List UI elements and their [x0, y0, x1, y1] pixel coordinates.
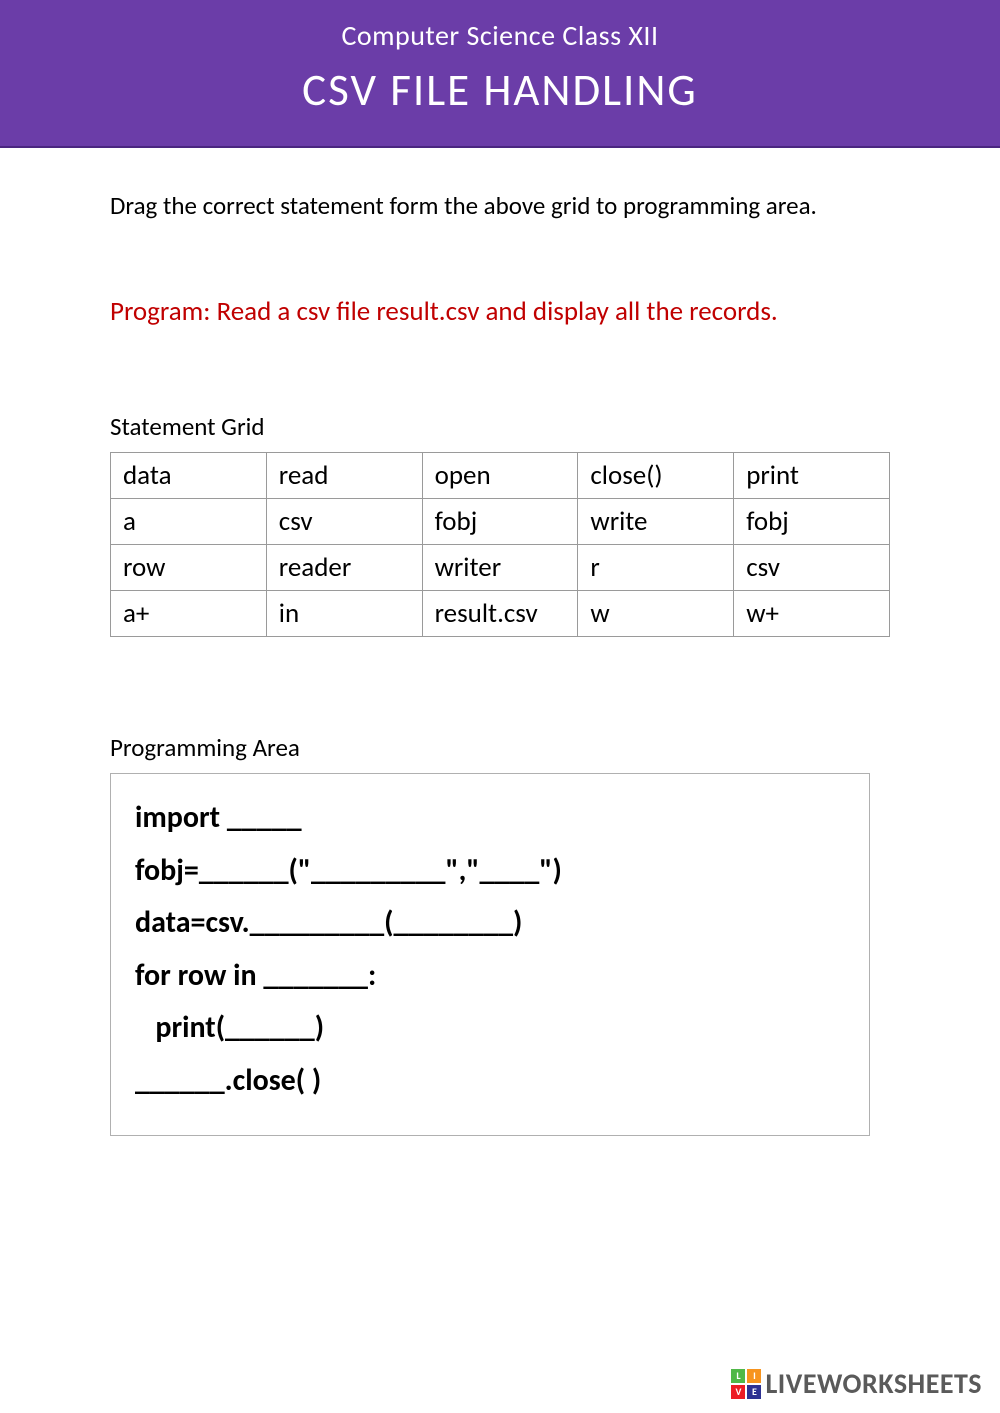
grid-cell[interactable]: fobj [734, 499, 890, 545]
grid-cell[interactable]: close() [578, 453, 734, 499]
code-line[interactable]: import _____ [135, 792, 845, 845]
grid-cell[interactable]: fobj [422, 499, 578, 545]
liveworksheets-logo: L I V E LIVEWORKSHEETS [731, 1366, 982, 1401]
programming-area-box[interactable]: import _____ fobj=______("_________","__… [110, 773, 870, 1136]
logo-squares-icon: L I V E [731, 1369, 761, 1399]
instruction-text: Drag the correct statement form the abov… [110, 188, 890, 224]
header-subtitle: Computer Science Class XII [0, 18, 1000, 53]
grid-cell[interactable]: in [266, 591, 422, 637]
table-row: a csv fobj write fobj [111, 499, 890, 545]
code-line[interactable]: ______.close( ) [135, 1055, 845, 1108]
code-line[interactable]: for row in _______: [135, 950, 845, 1003]
grid-cell[interactable]: writer [422, 545, 578, 591]
grid-cell[interactable]: w [578, 591, 734, 637]
logo-square-l: L [731, 1369, 745, 1383]
grid-cell[interactable]: w+ [734, 591, 890, 637]
grid-cell[interactable]: row [111, 545, 267, 591]
grid-cell[interactable]: reader [266, 545, 422, 591]
table-row: a+ in result.csv w w+ [111, 591, 890, 637]
logo-square-v: V [731, 1385, 745, 1399]
logo-square-e: E [747, 1385, 761, 1399]
grid-cell[interactable]: r [578, 545, 734, 591]
logo-square-i: I [747, 1369, 761, 1383]
grid-cell[interactable]: data [111, 453, 267, 499]
header-title: CSV FILE HANDLING [0, 63, 1000, 118]
program-description: Program: Read a csv file result.csv and … [110, 292, 890, 331]
grid-cell[interactable]: csv [266, 499, 422, 545]
code-line[interactable]: data=csv._________(________) [135, 897, 845, 950]
code-line[interactable]: fobj=______("_________","____") [135, 845, 845, 898]
grid-cell[interactable]: a [111, 499, 267, 545]
code-line[interactable]: print(______) [135, 1002, 845, 1055]
grid-cell[interactable]: csv [734, 545, 890, 591]
logo-text: LIVEWORKSHEETS [765, 1366, 982, 1401]
table-row: data read open close() print [111, 453, 890, 499]
grid-cell[interactable]: write [578, 499, 734, 545]
grid-cell[interactable]: a+ [111, 591, 267, 637]
statement-grid-label: Statement Grid [110, 411, 890, 442]
grid-cell[interactable]: read [266, 453, 422, 499]
grid-cell[interactable]: open [422, 453, 578, 499]
statement-grid-table: data read open close() print a csv fobj … [110, 452, 890, 637]
grid-cell[interactable]: result.csv [422, 591, 578, 637]
table-row: row reader writer r csv [111, 545, 890, 591]
worksheet-content: Drag the correct statement form the abov… [0, 148, 1000, 1136]
grid-cell[interactable]: print [734, 453, 890, 499]
worksheet-header: Computer Science Class XII CSV FILE HAND… [0, 0, 1000, 148]
programming-area-label: Programming Area [110, 732, 890, 763]
